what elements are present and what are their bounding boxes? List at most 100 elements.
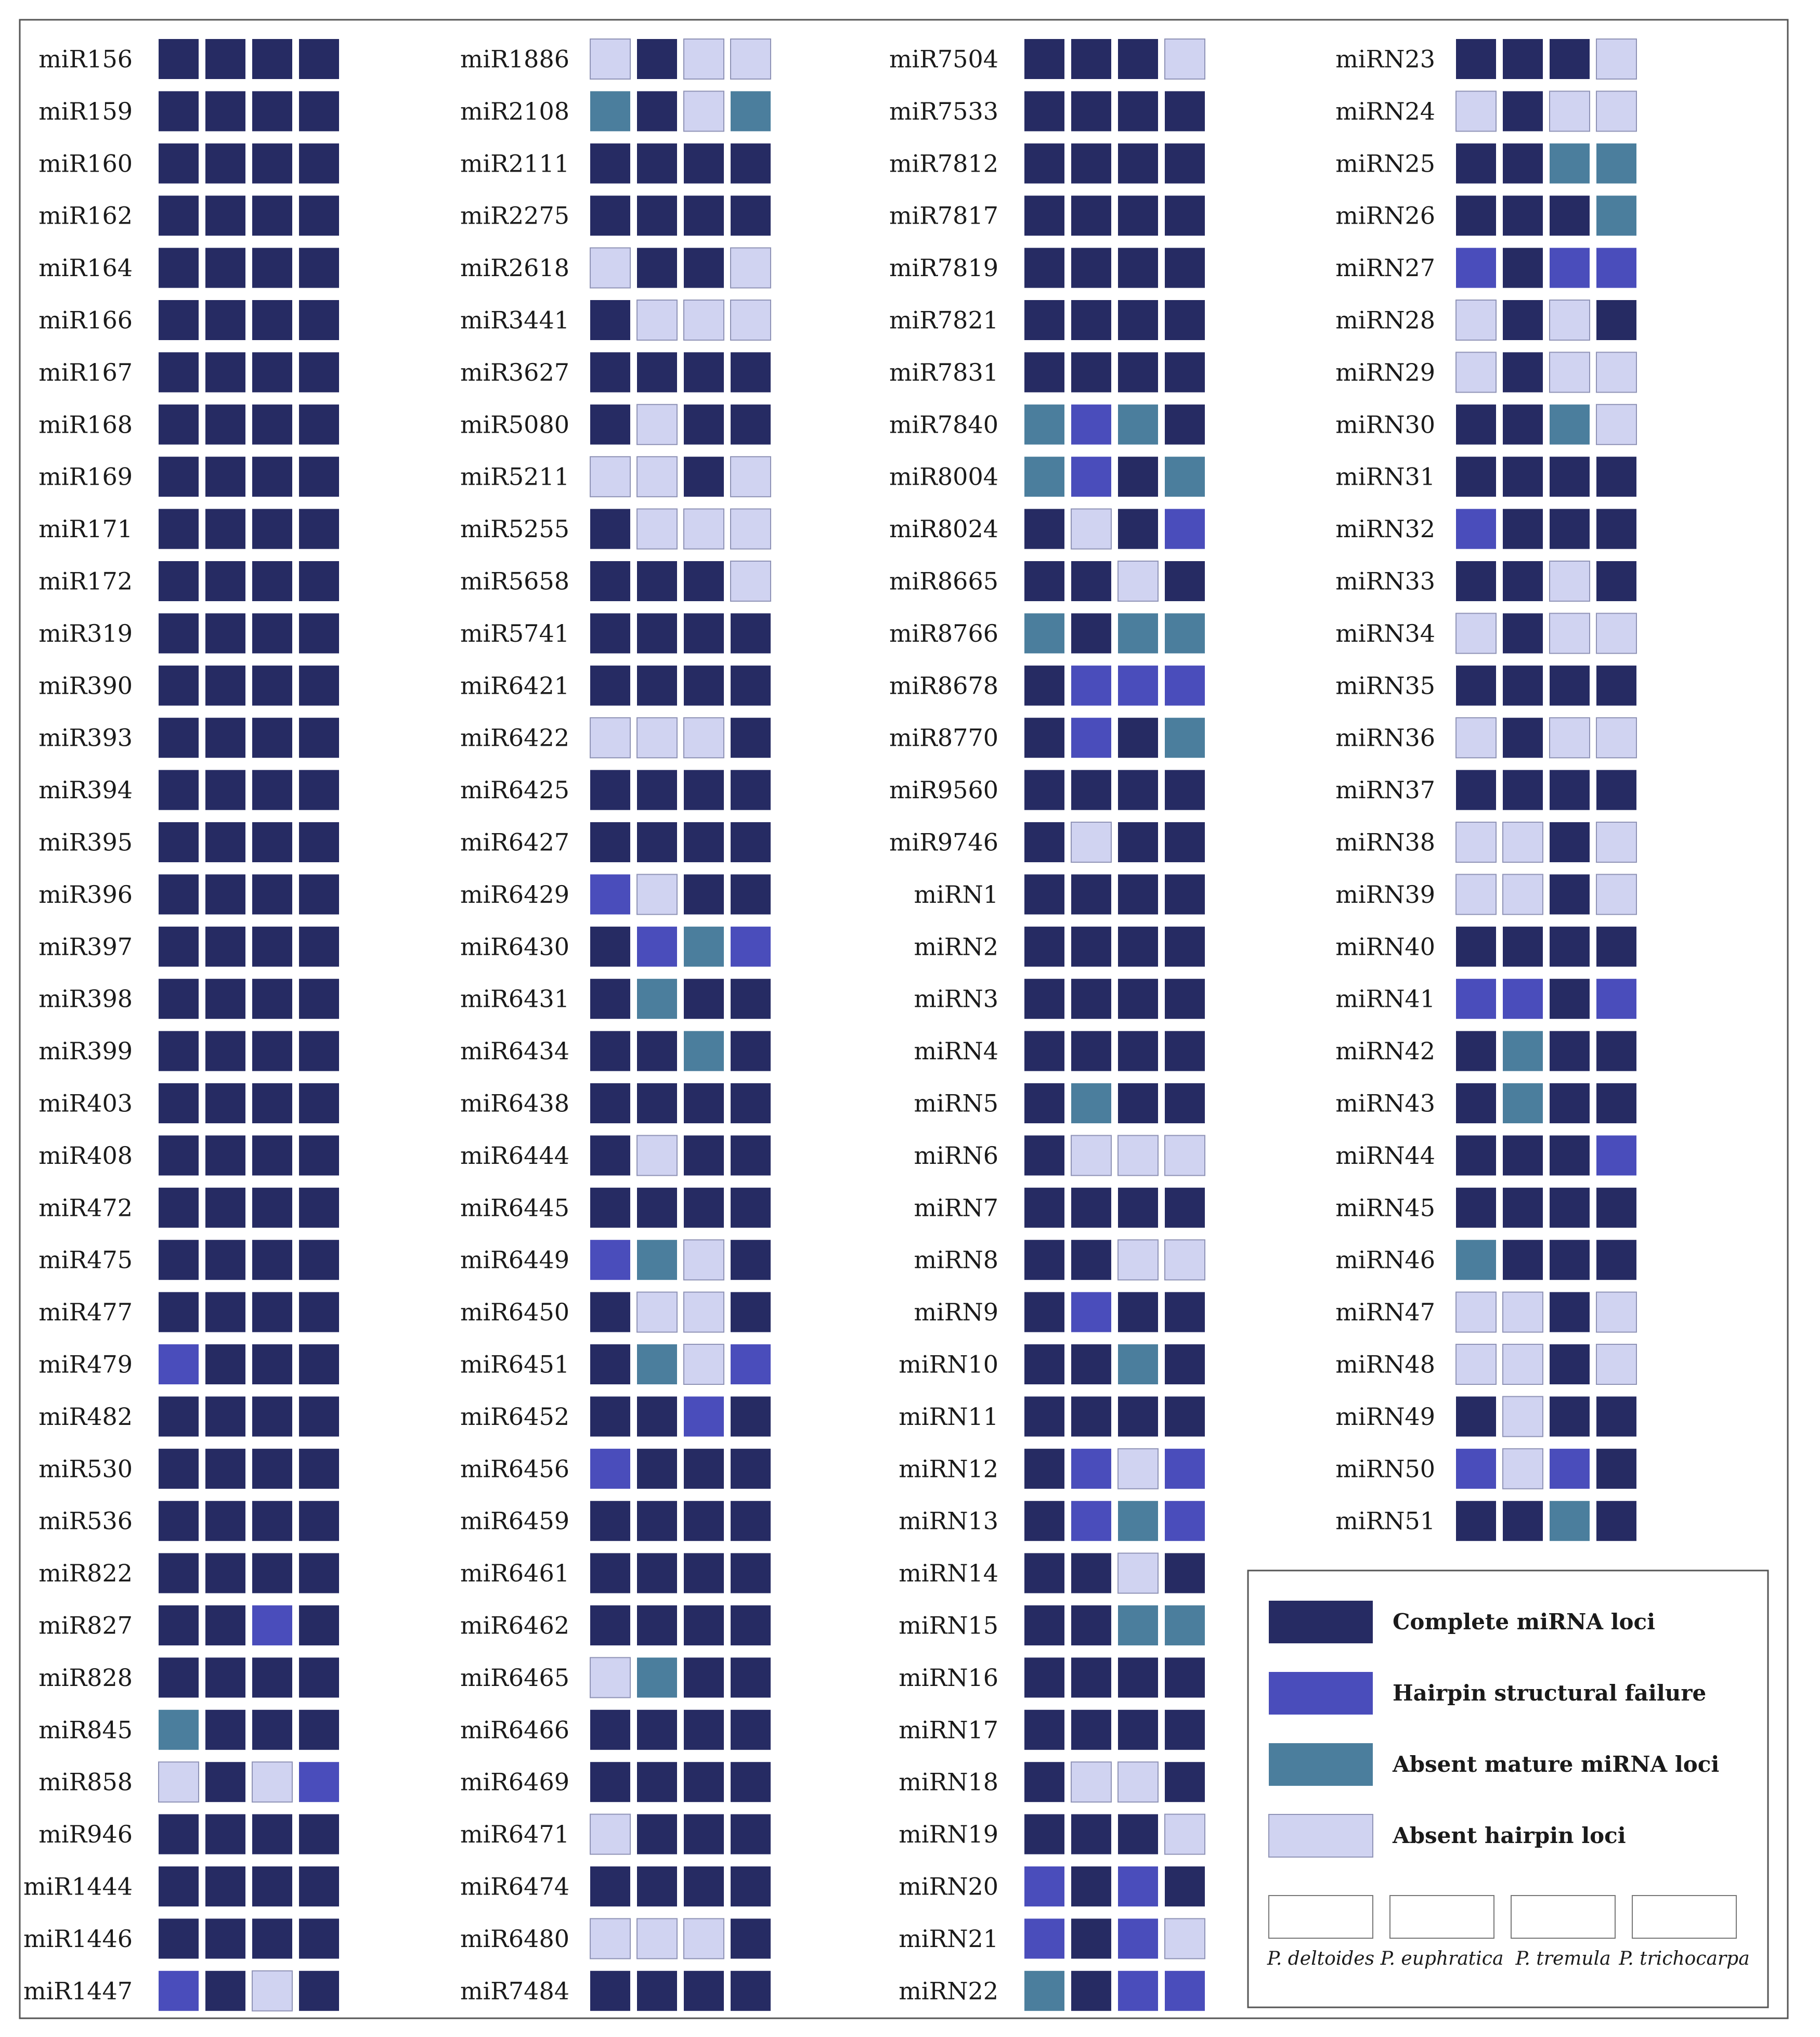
cell-miRN50-1 xyxy=(1502,1448,1543,1489)
cell-miR398-2 xyxy=(252,979,292,1019)
row-label-miRN22: miRN22 xyxy=(899,1977,998,2005)
row-label-miRN5: miRN5 xyxy=(914,1089,998,1118)
cell-miR6438-0 xyxy=(590,1083,630,1123)
cell-miR6449-3 xyxy=(731,1240,771,1280)
cell-miRN2-0 xyxy=(1024,926,1064,967)
row-label-miR6459: miR6459 xyxy=(460,1507,569,1535)
cell-miRN33-1 xyxy=(1503,561,1543,601)
row-label-miR166: miR166 xyxy=(38,306,133,334)
species-label-2: P. tremula xyxy=(1515,1948,1610,1969)
cell-miRN20-0 xyxy=(1024,1866,1064,1906)
cell-miRN44-0 xyxy=(1456,1135,1496,1176)
cell-miR6466-2 xyxy=(684,1709,724,1750)
cell-miR6465-0 xyxy=(590,1657,631,1698)
cell-miRN37-3 xyxy=(1596,770,1636,810)
row-label-miR6430: miR6430 xyxy=(460,932,569,961)
cell-miR319-3 xyxy=(299,613,339,654)
cell-miRN38-0 xyxy=(1455,822,1497,863)
cell-miR5080-2 xyxy=(684,404,724,445)
cell-miRN2-3 xyxy=(1165,926,1205,967)
cell-miRN5-3 xyxy=(1165,1083,1205,1123)
cell-miRN43-0 xyxy=(1456,1083,1496,1123)
cell-miR6452-0 xyxy=(590,1396,630,1437)
row-label-miRN9: miRN9 xyxy=(914,1298,998,1326)
cell-miR7484-1 xyxy=(637,1970,677,2011)
cell-miR6466-3 xyxy=(731,1709,771,1750)
cell-miRN25-2 xyxy=(1550,143,1590,184)
cell-miRN11-2 xyxy=(1118,1396,1158,1437)
cell-miR536-1 xyxy=(205,1501,245,1541)
cell-miRN10-0 xyxy=(1024,1344,1064,1384)
cell-miR164-1 xyxy=(205,248,245,288)
cell-miRN49-2 xyxy=(1550,1396,1590,1437)
cell-miRN40-2 xyxy=(1550,926,1590,967)
cell-miRN42-1 xyxy=(1503,1031,1543,1071)
cell-miRN8-3 xyxy=(1164,1239,1205,1281)
cell-miRN36-3 xyxy=(1596,717,1637,759)
row-label-miRN43: miRN43 xyxy=(1335,1089,1435,1118)
row-label-miRN35: miRN35 xyxy=(1335,671,1435,699)
cell-miRN9-2 xyxy=(1118,1292,1158,1332)
row-label-miR2111: miR2111 xyxy=(460,149,569,177)
row-label-miR408: miR408 xyxy=(38,1141,133,1170)
cell-miR3627-1 xyxy=(637,352,677,393)
cell-miR9746-1 xyxy=(1071,822,1112,863)
cell-miR1446-1 xyxy=(205,1918,245,1959)
cell-miR7533-2 xyxy=(1118,91,1158,132)
cell-miR395-1 xyxy=(205,822,245,862)
cell-miRN28-2 xyxy=(1549,300,1590,341)
row-label-miR477: miR477 xyxy=(38,1298,133,1326)
cell-miRN37-1 xyxy=(1503,770,1543,810)
cell-miR6444-0 xyxy=(590,1135,630,1176)
cell-miR472-2 xyxy=(252,1187,292,1228)
row-label-miRN25: miRN25 xyxy=(1335,149,1435,177)
cell-miR399-2 xyxy=(252,1031,292,1071)
cell-miRN1-3 xyxy=(1165,874,1205,915)
cell-miRN45-1 xyxy=(1503,1187,1543,1228)
cell-miR6434-3 xyxy=(731,1031,771,1071)
cell-miRN31-0 xyxy=(1456,457,1496,497)
cell-miR408-1 xyxy=(205,1135,245,1176)
row-label-miRN20: miRN20 xyxy=(899,1873,998,1901)
cell-miRN19-2 xyxy=(1118,1814,1158,1854)
cell-miR160-2 xyxy=(252,143,292,184)
cell-miRN5-1 xyxy=(1071,1083,1111,1123)
cell-miRN14-2 xyxy=(1117,1552,1159,1594)
cell-miR6452-1 xyxy=(637,1396,677,1437)
cell-miRN4-1 xyxy=(1071,1031,1111,1071)
row-label-miRN3: miRN3 xyxy=(914,985,998,1013)
cell-miR2618-3 xyxy=(730,247,771,289)
cell-miR169-2 xyxy=(252,457,292,497)
cell-miR5211-2 xyxy=(684,457,724,497)
row-label-miRN39: miRN39 xyxy=(1335,880,1435,909)
cell-miR946-3 xyxy=(299,1814,339,1854)
cell-miRN49-3 xyxy=(1596,1396,1636,1437)
cell-miR6462-1 xyxy=(637,1605,677,1645)
cell-miRN50-3 xyxy=(1596,1448,1636,1489)
row-label-miR6431: miR6431 xyxy=(460,985,569,1013)
cell-miRN18-1 xyxy=(1071,1761,1112,1803)
cell-miRN40-3 xyxy=(1596,926,1636,967)
cell-miR530-0 xyxy=(159,1448,199,1489)
cell-miR9746-2 xyxy=(1118,822,1158,862)
row-label-miR858: miR858 xyxy=(38,1768,133,1796)
row-label-miR6451: miR6451 xyxy=(460,1351,569,1379)
cell-miR397-1 xyxy=(205,926,245,967)
cell-miR162-2 xyxy=(252,196,292,236)
cell-miR475-0 xyxy=(159,1240,199,1280)
cell-miRN31-1 xyxy=(1503,457,1543,497)
cell-miRN17-3 xyxy=(1165,1709,1205,1750)
cell-miRN25-0 xyxy=(1456,143,1496,184)
cell-miR168-0 xyxy=(159,404,199,445)
cell-miR164-2 xyxy=(252,248,292,288)
row-label-miR6445: miR6445 xyxy=(460,1193,569,1222)
row-label-miRN30: miRN30 xyxy=(1335,410,1435,438)
cell-miRN3-0 xyxy=(1024,979,1064,1019)
cell-miR845-2 xyxy=(252,1709,292,1750)
row-label-miR6462: miR6462 xyxy=(460,1612,569,1640)
cell-miR403-3 xyxy=(299,1083,339,1123)
cell-miRN29-1 xyxy=(1503,352,1543,393)
cell-miR6450-1 xyxy=(636,1291,678,1333)
cell-miRN39-2 xyxy=(1550,874,1590,915)
cell-miRN28-1 xyxy=(1503,300,1543,340)
